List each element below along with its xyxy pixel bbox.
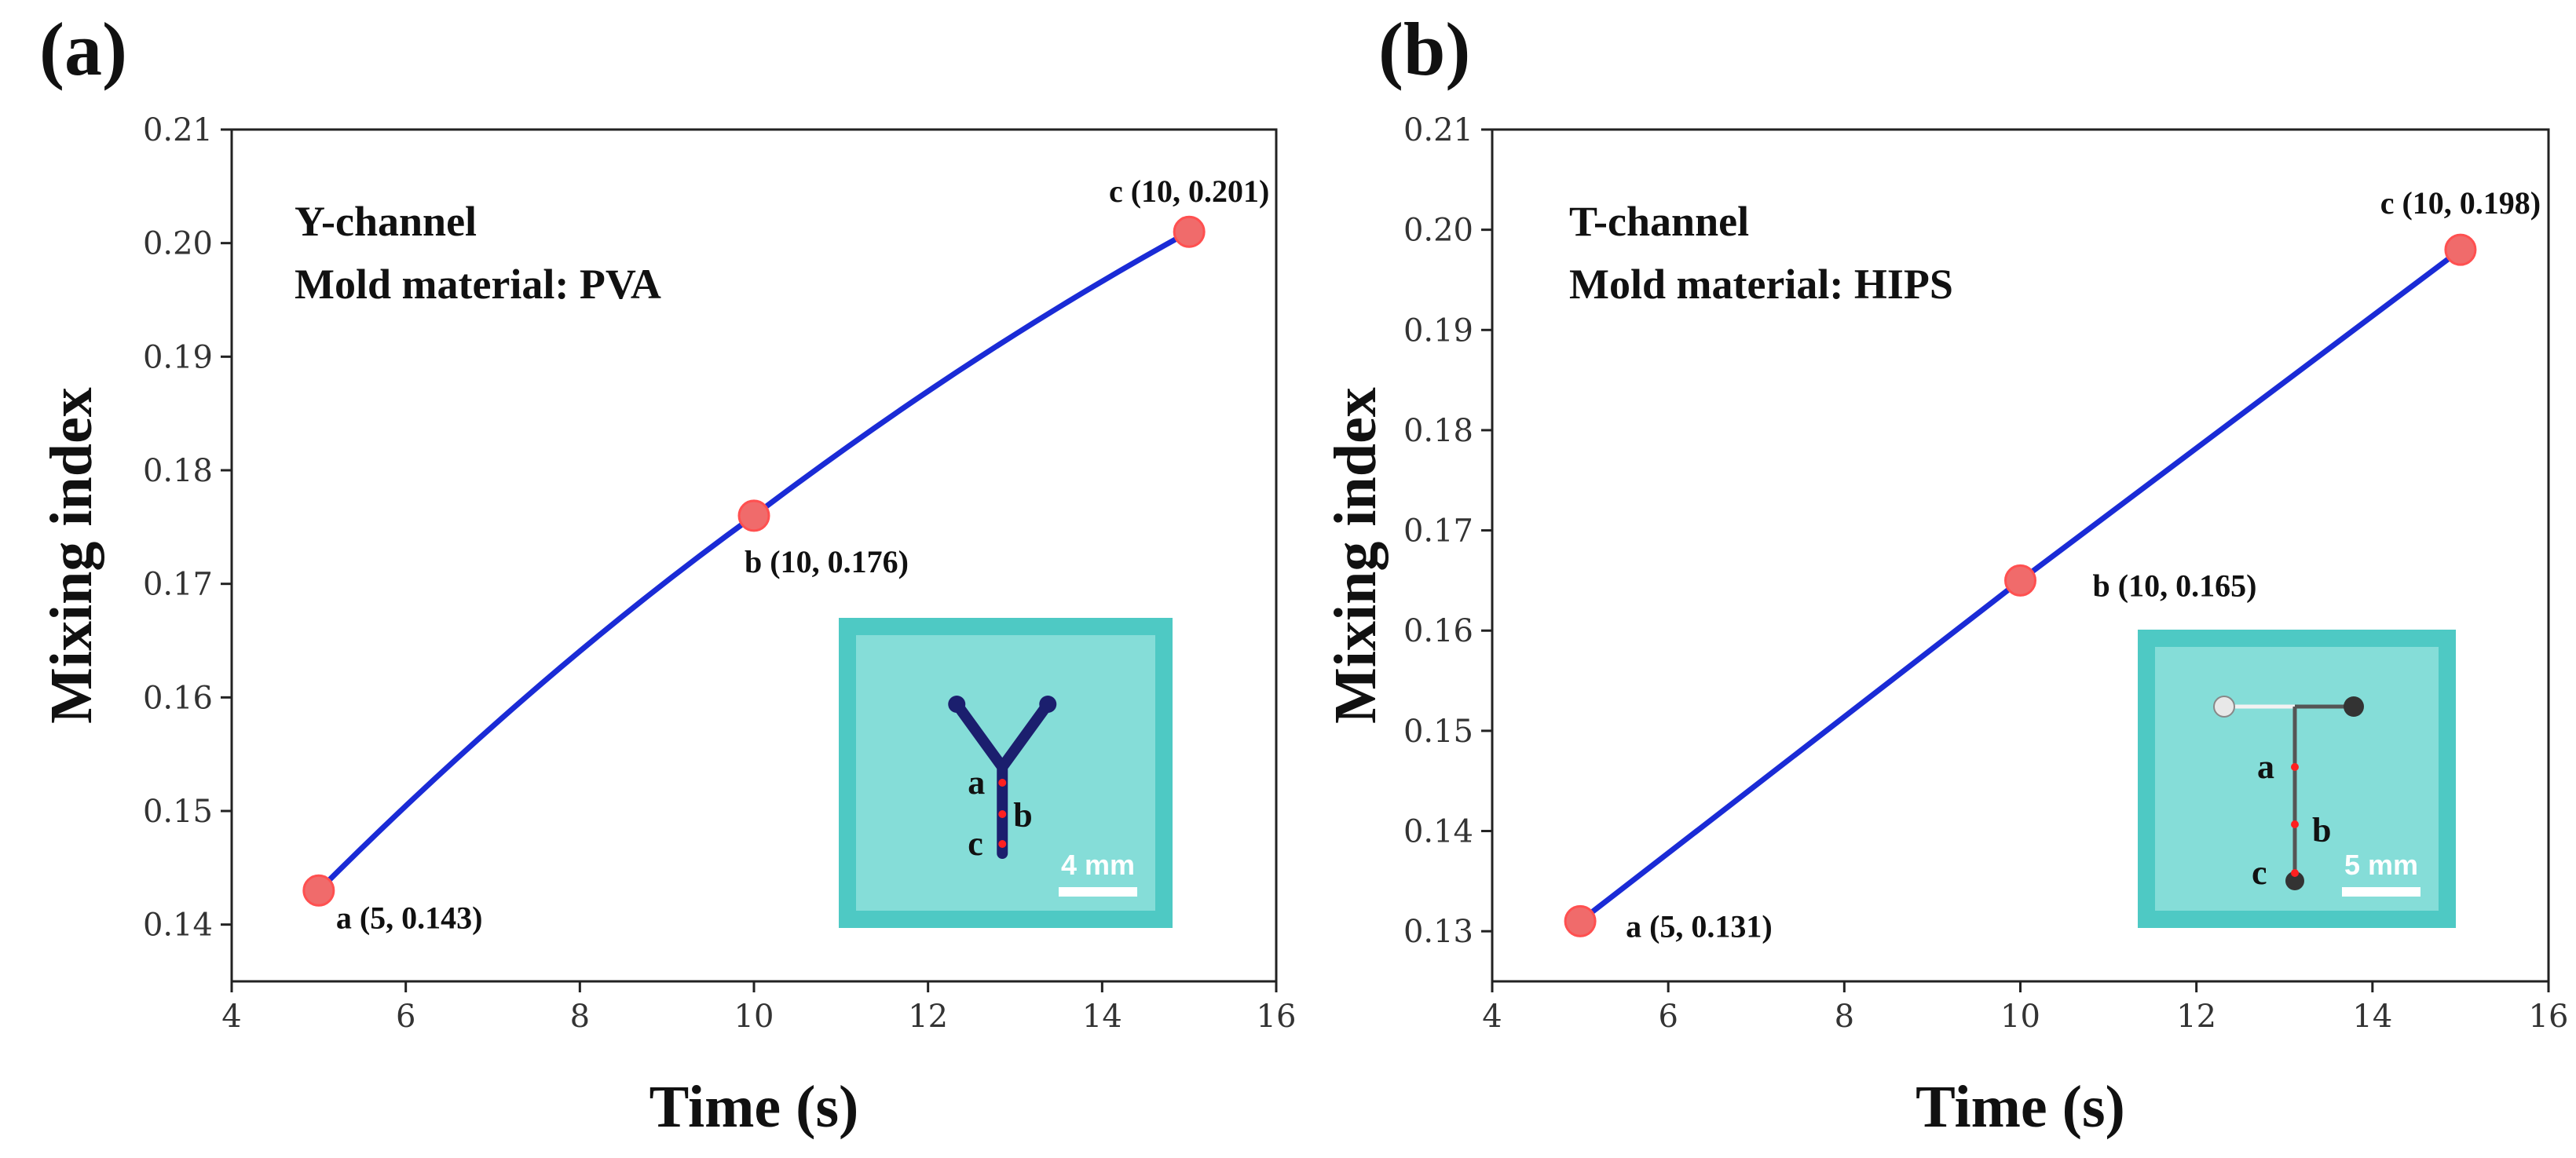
y-tick-label-b: 0.20 — [1403, 213, 1473, 249]
point-label-a: b (10, 0.176) — [745, 544, 909, 579]
y-tick-label-a: 0.18 — [143, 453, 213, 489]
x-tick-label-a: 12 — [908, 999, 948, 1035]
x-tick-label-b: 6 — [1658, 999, 1678, 1035]
x-tick-label-b: 4 — [1482, 999, 1502, 1035]
y-tick-label-b: 0.17 — [1403, 513, 1473, 550]
inset-inlet-a — [948, 696, 966, 713]
x-tick-label-a: 8 — [570, 999, 590, 1035]
y-tick-label-b: 0.14 — [1403, 814, 1473, 850]
x-axis-title-a: Time (s) — [649, 1074, 859, 1140]
x-tick-label-b: 12 — [2176, 999, 2216, 1035]
inset-scale-label-b: 5 mm — [2344, 849, 2418, 881]
y-tick-label-a: 0.17 — [143, 567, 213, 603]
y-axis-title-a: Mixing index — [38, 387, 104, 724]
series-b: a (5, 0.131) b (10, 0.165) c (10, 0.198) — [1564, 185, 2541, 944]
inset-dot-b — [2291, 869, 2299, 877]
data-point-a — [302, 874, 335, 907]
inset-scale-label-a: 4 mm — [1061, 849, 1135, 881]
data-point-b — [2444, 233, 2477, 266]
x-tick-label-a: 6 — [396, 999, 415, 1035]
inset-photo-b: ab c 5 mm — [2138, 630, 2456, 928]
inset-marker-label-b: a — [2257, 747, 2274, 786]
x-tick-label-a: 16 — [1257, 999, 1297, 1035]
inset-scale-bar-a — [1059, 887, 1137, 897]
axis-ticks-b: 4 6 8 10 12 14 16 0.13 0.14 0.15 0.16 0.17 0.18 0.19 0… — [1403, 112, 2569, 1035]
inset-marker-label-b: b — [2312, 811, 2331, 849]
inset-marker-label-a: b — [1013, 796, 1032, 835]
inset-dot-a — [998, 810, 1007, 818]
y-tick-label-a: 0.20 — [143, 226, 213, 262]
y-tick-label-a: 0.15 — [143, 794, 213, 830]
data-point-b — [2004, 564, 2036, 597]
data-point-b — [1564, 904, 1597, 937]
y-tick-label-b: 0.13 — [1403, 914, 1473, 950]
annotation-channel-a: Y-channel — [295, 198, 477, 245]
x-tick-label-a: 14 — [1082, 999, 1122, 1035]
inset-marker-label-a: a — [968, 763, 985, 802]
x-tick-label-b: 10 — [2000, 999, 2040, 1035]
inset-outlet-b — [2285, 871, 2304, 890]
y-axis-title-b: Mixing index — [1323, 387, 1389, 724]
plot-frame-b — [1491, 128, 2550, 983]
x-tick-label-a: 10 — [734, 999, 774, 1035]
axis-ticks-a: 4 6 8 10 12 14 16 0.14 0.15 0.16 0.17 0.18 0.19 0.20 0… — [143, 112, 1297, 1035]
point-label-a: a (5, 0.143) — [336, 900, 483, 935]
inset-photo-a: abc 4 mm — [839, 618, 1173, 928]
inset-dot-b — [2291, 820, 2299, 828]
y-tick-label-a: 0.21 — [143, 112, 213, 148]
series-a: a (5, 0.143) b (10, 0.176) c (10, 0.201) — [302, 174, 1269, 935]
y-tick-label-b: 0.19 — [1403, 312, 1473, 349]
data-point-a — [737, 499, 770, 532]
inset-marker-label-b: c — [2252, 853, 2267, 892]
inset-marker-label-a: c — [968, 824, 983, 863]
plot-frame-a — [230, 128, 1278, 983]
panel-a: (a) 4 6 8 10 12 14 16 0.14 0.15 0.16 0.17 0.18 0.19 0… — [38, 7, 1296, 1140]
y-tick-label-b: 0.21 — [1403, 112, 1473, 148]
point-label-b: a (5, 0.131) — [1626, 908, 1773, 944]
x-axis-title-b: Time (s) — [1916, 1074, 2125, 1140]
point-label-b: c (10, 0.198) — [2380, 185, 2541, 221]
panel-label-b: (b) — [1378, 7, 1470, 91]
annotation-channel-b: T-channel — [1569, 198, 1749, 245]
inset-dot-a — [998, 779, 1007, 787]
x-tick-label-b: 8 — [1835, 999, 1854, 1035]
x-tick-label-a: 4 — [221, 999, 241, 1035]
inset-inlet-a — [1039, 696, 1057, 713]
panel-label-a: (a) — [39, 7, 127, 91]
point-label-a: c (10, 0.201) — [1109, 174, 1269, 209]
inset-dot-b — [2291, 763, 2299, 771]
inset-inlet-b — [2344, 696, 2364, 717]
point-label-b: b (10, 0.165) — [2093, 568, 2257, 603]
annotation-mold-b: Mold material: HIPS — [1569, 261, 1953, 308]
y-tick-label-b: 0.18 — [1403, 413, 1473, 449]
annotation-mold-a: Mold material: PVA — [295, 261, 661, 308]
inset-inlet-b — [2213, 696, 2235, 718]
panel-b: (b) 4 6 8 10 12 14 16 0.13 0.14 0.15 0.16 0.17 0.18 0… — [1323, 7, 2568, 1140]
x-tick-label-b: 14 — [2352, 999, 2392, 1035]
y-tick-label-a: 0.16 — [143, 680, 213, 716]
data-point-a — [1173, 215, 1206, 248]
y-tick-label-b: 0.16 — [1403, 613, 1473, 649]
y-tick-label-a: 0.19 — [143, 339, 213, 375]
inset-scale-bar-b — [2342, 887, 2420, 897]
y-tick-label-b: 0.15 — [1403, 714, 1473, 750]
x-tick-label-b: 16 — [2529, 999, 2569, 1035]
y-tick-label-a: 0.14 — [143, 908, 213, 944]
inset-dot-a — [998, 840, 1007, 848]
